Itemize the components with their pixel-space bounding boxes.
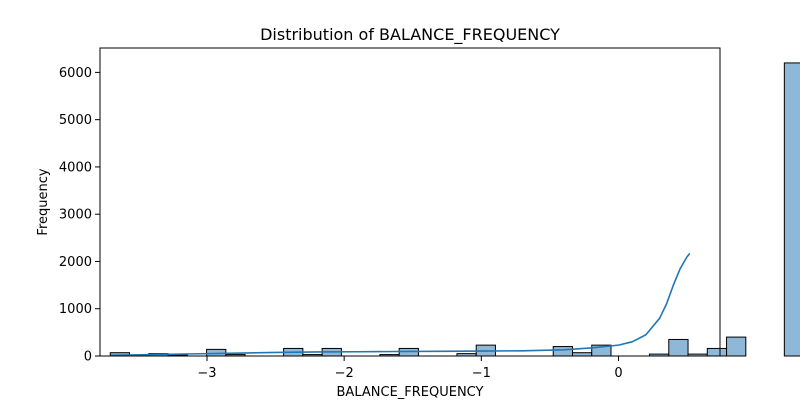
kde-line	[110, 252, 691, 357]
histogram-bar	[783, 62, 800, 357]
x-axis-label: BALANCE_FREQUENCY	[337, 385, 484, 400]
histogram-bar	[668, 338, 689, 357]
y-tick-label: 1000	[59, 302, 92, 317]
x-tick-label: 0	[614, 366, 622, 381]
chart-title: Distribution of BALANCE_FREQUENCY	[260, 25, 560, 45]
histogram-bar	[726, 336, 747, 357]
y-axis: 0 1000 2000 3000 4000 5000 6000	[59, 66, 100, 365]
y-tick-label: 6000	[59, 66, 92, 81]
x-axis: −3 −2 −1 0	[197, 356, 623, 381]
kde-layer	[110, 252, 691, 357]
histogram-bar	[552, 346, 573, 357]
x-tick-label: −2	[335, 366, 354, 381]
y-tick-label: 3000	[59, 208, 92, 223]
y-axis-label: Frequency	[36, 168, 51, 235]
y-tick-label: 4000	[59, 160, 92, 175]
y-tick-label: 2000	[59, 255, 92, 270]
y-tick-label: 5000	[59, 113, 92, 128]
x-tick-label: −3	[197, 366, 216, 381]
bars-layer	[109, 62, 800, 357]
x-tick-label: −1	[472, 366, 491, 381]
plot-frame	[99, 47, 721, 357]
y-tick-label: 0	[84, 350, 92, 365]
histogram-bar	[706, 347, 728, 357]
